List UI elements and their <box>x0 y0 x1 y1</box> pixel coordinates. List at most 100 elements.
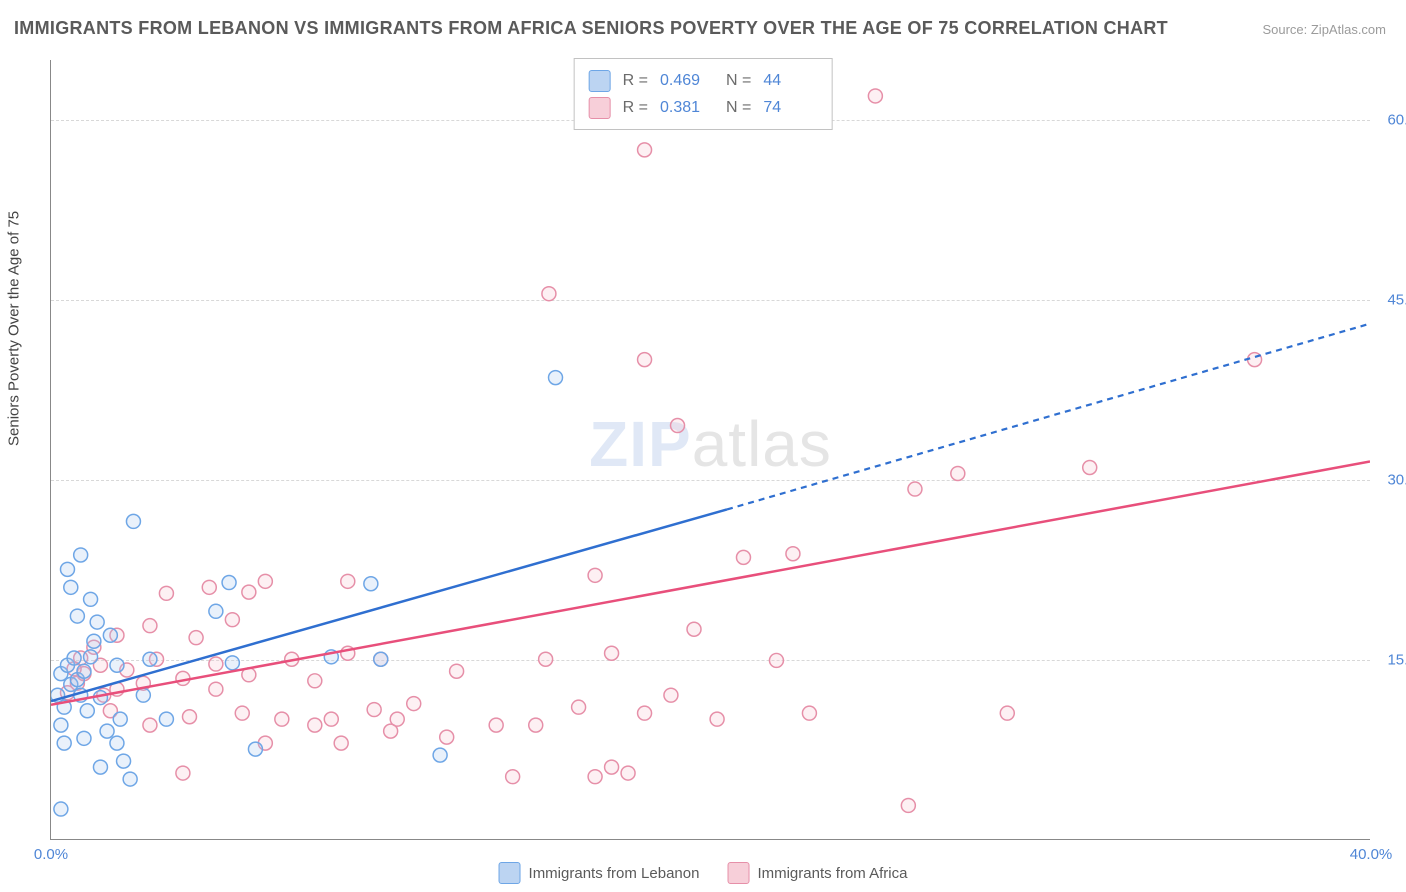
data-point <box>671 419 685 433</box>
data-point <box>605 760 619 774</box>
data-point <box>542 287 556 301</box>
source-name: ZipAtlas.com <box>1311 22 1386 37</box>
swatch-africa <box>589 97 611 119</box>
y-tick-label: 15.0% <box>1370 652 1406 669</box>
legend-label-africa: Immigrants from Africa <box>757 865 907 882</box>
data-point <box>100 724 114 738</box>
legend-label-lebanon: Immigrants from Lebanon <box>529 865 700 882</box>
data-point <box>183 710 197 724</box>
data-point <box>367 703 381 717</box>
data-point <box>529 718 543 732</box>
data-point <box>450 664 464 678</box>
data-point <box>126 514 140 528</box>
data-point <box>77 731 91 745</box>
data-point <box>67 651 81 665</box>
legend-row-africa: R = 0.381 N = 74 <box>589 94 818 121</box>
trend-line <box>51 509 727 701</box>
data-point <box>440 730 454 744</box>
data-point <box>54 802 68 816</box>
data-point <box>143 619 157 633</box>
data-point <box>407 697 421 711</box>
data-point <box>159 712 173 726</box>
x-tick-label: 0.0% <box>34 846 68 863</box>
data-point <box>621 766 635 780</box>
data-point <box>209 604 223 618</box>
data-point <box>202 580 216 594</box>
n-value-lebanon: 44 <box>763 67 817 94</box>
data-point <box>364 577 378 591</box>
n-label: N = <box>726 67 751 94</box>
x-tick-label: 40.0% <box>1350 846 1393 863</box>
data-point <box>588 770 602 784</box>
data-point <box>60 562 74 576</box>
data-point <box>390 712 404 726</box>
data-point <box>80 704 94 718</box>
r-label: R = <box>623 67 648 94</box>
data-point <box>70 609 84 623</box>
data-point <box>901 798 915 812</box>
data-point <box>189 631 203 645</box>
data-point <box>209 657 223 671</box>
swatch-lebanon-bottom <box>499 862 521 884</box>
data-point <box>664 688 678 702</box>
data-point <box>736 550 750 564</box>
data-point <box>176 766 190 780</box>
data-point <box>64 580 78 594</box>
correlation-legend: R = 0.469 N = 44 R = 0.381 N = 74 <box>574 58 833 130</box>
source-prefix: Source: <box>1262 22 1310 37</box>
data-point <box>549 371 563 385</box>
data-point <box>84 592 98 606</box>
legend-row-lebanon: R = 0.469 N = 44 <box>589 67 818 94</box>
r-value-africa: 0.381 <box>660 94 714 121</box>
data-point <box>57 736 71 750</box>
n-label: N = <box>726 94 751 121</box>
data-point <box>159 586 173 600</box>
y-tick-label: 30.0% <box>1370 472 1406 489</box>
y-tick-label: 45.0% <box>1370 292 1406 309</box>
data-point <box>258 574 272 588</box>
data-point <box>374 652 388 666</box>
data-point <box>136 688 150 702</box>
y-tick-label: 60.0% <box>1370 112 1406 129</box>
data-point <box>110 658 124 672</box>
data-point <box>54 718 68 732</box>
page-title: IMMIGRANTS FROM LEBANON VS IMMIGRANTS FR… <box>14 18 1168 39</box>
data-point <box>87 634 101 648</box>
data-point <box>638 706 652 720</box>
data-point <box>769 653 783 667</box>
data-point <box>143 652 157 666</box>
legend-item-lebanon: Immigrants from Lebanon <box>499 862 700 884</box>
legend-item-africa: Immigrants from Africa <box>727 862 907 884</box>
data-point <box>588 568 602 582</box>
data-point <box>248 742 262 756</box>
data-point <box>341 574 355 588</box>
data-point <box>1083 460 1097 474</box>
r-value-lebanon: 0.469 <box>660 67 714 94</box>
data-point <box>308 674 322 688</box>
data-point <box>222 576 236 590</box>
series-legend: Immigrants from Lebanon Immigrants from … <box>499 862 908 884</box>
r-label: R = <box>623 94 648 121</box>
n-value-africa: 74 <box>763 94 817 121</box>
chart-plot-area: ZIPatlas 15.0%30.0%45.0%60.0%0.0%40.0% <box>50 60 1370 840</box>
data-point <box>951 466 965 480</box>
chart-svg <box>51 60 1370 839</box>
data-point <box>225 613 239 627</box>
data-point <box>90 615 104 629</box>
data-point <box>687 622 701 636</box>
data-point <box>143 718 157 732</box>
data-point <box>908 482 922 496</box>
data-point <box>605 646 619 660</box>
data-point <box>242 585 256 599</box>
data-point <box>113 712 127 726</box>
data-point <box>117 754 131 768</box>
data-point <box>123 772 137 786</box>
data-point <box>225 656 239 670</box>
trend-line-extrapolated <box>727 324 1370 510</box>
data-point <box>77 664 91 678</box>
swatch-lebanon <box>589 70 611 92</box>
data-point <box>710 712 724 726</box>
data-point <box>74 548 88 562</box>
data-point <box>1000 706 1014 720</box>
data-point <box>539 652 553 666</box>
